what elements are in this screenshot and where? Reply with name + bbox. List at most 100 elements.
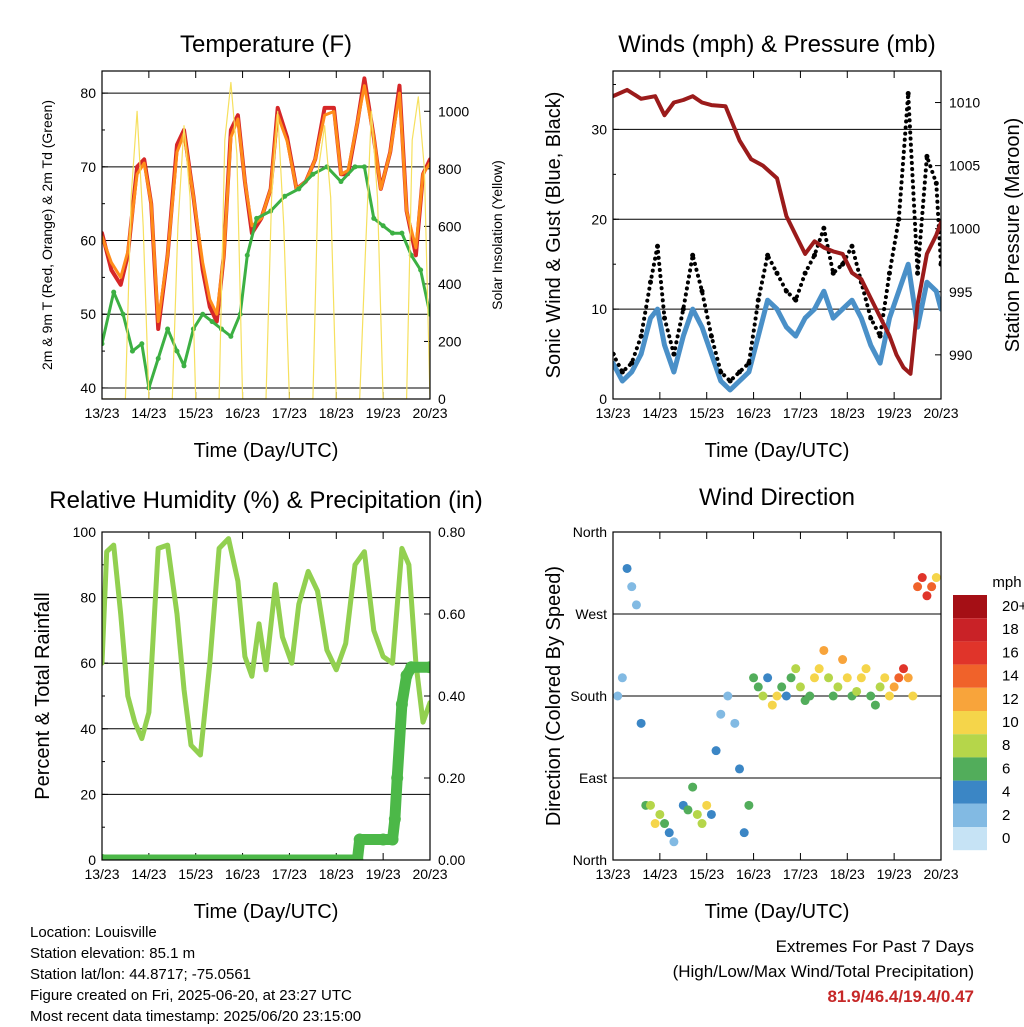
data-layer (102, 536, 430, 860)
scatter-point (697, 819, 707, 829)
scatter-point (664, 828, 674, 838)
scatter-point (824, 673, 834, 683)
scatter-point (838, 655, 848, 665)
speed-colorbar-legend: mph 20+ 18 16 14 12 10 8 6 4 2 0 (953, 574, 1024, 851)
data-point (638, 333, 644, 339)
scatter-point (805, 691, 815, 701)
data-point (371, 215, 377, 221)
data-point (388, 813, 401, 825)
data-point (254, 215, 260, 221)
latlon-text: Station lat/lon: 44.8717; -75.0561 (30, 966, 252, 983)
scatter-point (894, 673, 904, 683)
y2-tick-label: 1000 (438, 103, 469, 119)
scatter-point (852, 686, 862, 696)
data-point (671, 351, 677, 357)
data-point (391, 772, 404, 784)
scatter-point (706, 809, 716, 819)
chart-title: Winds (mph) & Pressure (mb) (618, 31, 935, 58)
y2-tick-label: 1000 (949, 221, 980, 237)
legend-swatch (953, 711, 987, 735)
x-tick-label: 17/23 (783, 866, 818, 882)
legend-title: mph (992, 574, 1021, 591)
scatter-point (931, 573, 941, 583)
x-tick-label: 15/23 (689, 866, 724, 882)
data-point (690, 252, 696, 258)
extremes-title: Extremes For Past 7 Days (775, 937, 974, 956)
x-tick-label: 15/23 (178, 405, 213, 421)
data-point (386, 833, 399, 846)
extremes-values: 81.9/46.4/19.4/0.47 (827, 987, 974, 1006)
data-point (353, 833, 366, 846)
y2-tick-label: 800 (438, 161, 462, 177)
x-tick-label: 18/23 (830, 405, 865, 421)
legend-label: 18 (1002, 621, 1019, 638)
scatter-point (903, 673, 913, 683)
y-tick-label: North (573, 524, 607, 540)
scatter-point (870, 700, 880, 710)
scatter-point (875, 682, 885, 692)
x-tick-label: 15/23 (178, 866, 213, 882)
scatter-point (688, 782, 698, 792)
data-point (830, 270, 836, 276)
y-axis-label: Sonic Wind & Gust (Blue, Black) (543, 92, 565, 379)
chart-title: Relative Humidity (%) & Precipitation (i… (49, 487, 482, 514)
scatter-point (753, 682, 763, 692)
x-tick-label: 18/23 (319, 866, 354, 882)
data-point (886, 270, 892, 276)
created-text: Figure created on Fri, 2025-06-20, at 23… (30, 987, 352, 1004)
data-layer (613, 87, 941, 393)
legend-label: 0 (1002, 830, 1010, 847)
scatter-point (723, 691, 733, 701)
data-point (399, 230, 405, 236)
y-axis-label: 2m & 9m T (Red, Orange) & 2m Td (Green) (39, 100, 55, 370)
data-point (793, 297, 799, 303)
data-point (377, 833, 390, 846)
legend-swatch (953, 734, 987, 758)
data-point (218, 326, 224, 332)
data-point (390, 230, 396, 236)
y-tick-label: 20 (591, 211, 607, 227)
plot-frame (101, 70, 431, 400)
scatter-point (683, 805, 693, 815)
x-tick-label: 20/23 (923, 405, 958, 421)
humidity-precip-panel: Relative Humidity (%) & Precipitation (i… (32, 487, 483, 923)
data-point (282, 193, 288, 199)
scatter-point (758, 691, 768, 701)
winds-pressure-panel: Winds (mph) & Pressure (mb) 0 10 20 30 990 995… (543, 31, 1024, 462)
wind-direction-panel: Wind DirectionNorthEastSouthWestNorth13/… (543, 484, 959, 923)
data-point (120, 311, 126, 317)
data-point (737, 369, 743, 375)
y2-tick-label: 990 (949, 347, 973, 363)
x-tick-label: 19/23 (366, 866, 401, 882)
pressure-line (613, 87, 941, 376)
data-point (139, 341, 145, 347)
data-point (877, 333, 883, 339)
scatter-point (735, 764, 745, 774)
legend-label: 4 (1002, 784, 1010, 801)
scatter-point (889, 682, 899, 692)
scatter-point (786, 673, 796, 683)
x-tick-label: 20/23 (412, 405, 447, 421)
scatter-point (927, 582, 937, 592)
scatter-point (866, 691, 876, 701)
y2-axis-label: Solar Insolation (Yellow) (489, 160, 505, 310)
legend-swatch (953, 803, 987, 827)
y-tick-label: 60 (80, 233, 96, 249)
scatter-point (772, 691, 782, 701)
scatter-point (908, 691, 918, 701)
legend-swatch (953, 641, 987, 665)
y-tick-label: 100 (73, 524, 97, 540)
scatter-point (791, 664, 801, 674)
legend-swatch (953, 618, 987, 642)
data-point (765, 252, 771, 258)
legend-label: 2 (1002, 807, 1010, 824)
y-tick-label: South (570, 688, 607, 704)
data-point (296, 186, 302, 192)
legend-label: 10 (1002, 714, 1019, 731)
scatter-point (922, 591, 932, 601)
scatter-point (631, 600, 641, 610)
x-tick-label: 18/23 (830, 866, 865, 882)
scatter-point (617, 673, 627, 683)
data-point (680, 306, 686, 312)
